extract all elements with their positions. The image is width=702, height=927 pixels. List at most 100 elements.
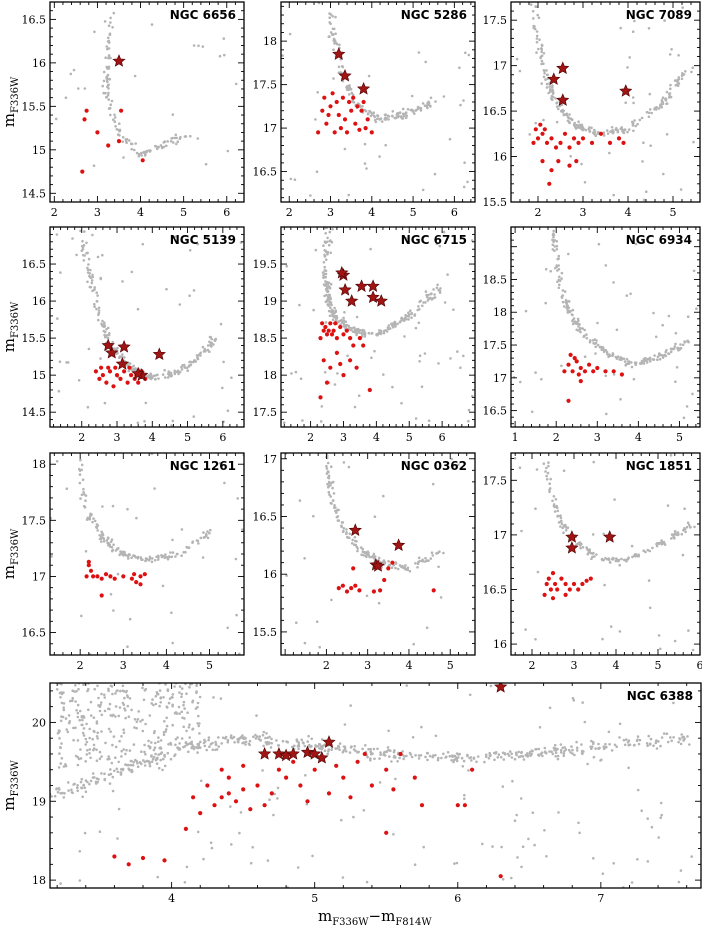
field-star-point [109, 16, 112, 20]
field-star-point [153, 377, 157, 381]
y-tick-label: 18 [32, 458, 46, 471]
star-marker [105, 345, 119, 359]
field-star-point [86, 689, 89, 693]
field-star-point [95, 722, 99, 725]
field-star-point [151, 557, 154, 560]
field-star-point [383, 750, 386, 754]
field-star-point [329, 465, 333, 469]
field-star-point [513, 457, 517, 460]
field-star-point [103, 324, 107, 328]
field-star-point [180, 368, 184, 371]
field-star-point [342, 319, 346, 322]
field-star-point [325, 299, 329, 303]
field-star-point [658, 357, 662, 361]
field-star-point [318, 743, 322, 746]
field-star-point [577, 120, 580, 123]
field-star-point [96, 529, 99, 532]
field-star-point [648, 606, 652, 610]
field-star-point [556, 280, 559, 284]
field-star-point [170, 137, 173, 140]
field-star-point [324, 275, 328, 279]
field-star-point [100, 535, 103, 539]
field-star-point [92, 748, 95, 752]
candidate-point [576, 587, 581, 592]
field-star-point [333, 506, 336, 510]
field-star-point [623, 743, 627, 747]
field-star-point [670, 739, 673, 743]
field-star-point [124, 752, 127, 756]
field-star-point [565, 304, 569, 308]
field-star-point [208, 531, 211, 535]
field-star-point [683, 340, 686, 343]
field-star-point [170, 374, 173, 377]
field-star-point [531, 811, 535, 814]
candidate-point [549, 168, 554, 173]
field-star-point [489, 754, 492, 757]
field-star-point [664, 350, 667, 354]
field-star-point [187, 546, 190, 550]
field-star-point [674, 83, 678, 87]
field-star-point [321, 271, 325, 274]
field-star-point [384, 113, 388, 116]
field-star-point [328, 239, 332, 243]
field-star-point [540, 751, 544, 754]
field-star-point [551, 84, 554, 87]
field-star-point [565, 302, 568, 305]
field-star-point [580, 743, 583, 746]
field-star-point [191, 540, 195, 543]
candidate-point [333, 321, 338, 326]
field-star-point [163, 720, 166, 723]
field-star-point [140, 762, 143, 766]
field-star-point [186, 677, 189, 680]
field-star-point [324, 269, 328, 273]
field-star-point [583, 355, 587, 359]
field-star-point [180, 695, 183, 699]
field-star-point [178, 669, 181, 672]
star-marker [356, 82, 371, 95]
field-star-point [567, 748, 571, 752]
field-star-point [88, 748, 92, 751]
field-star-point [85, 740, 89, 744]
field-star-point [440, 756, 443, 760]
plot-area [55, 229, 243, 427]
field-star-point [325, 464, 328, 468]
y-axis-label-m: m [0, 797, 18, 811]
y-axis-label: mF336W [0, 301, 21, 352]
field-star-point [141, 666, 144, 669]
field-star-point [425, 104, 428, 107]
field-star-point [141, 558, 144, 561]
field-star-point [74, 700, 77, 703]
field-star-point [221, 386, 224, 390]
field-star-point [326, 287, 329, 291]
field-star-point [104, 335, 107, 339]
field-star-point [244, 743, 247, 746]
y-tick-label: 16.5 [22, 627, 47, 640]
field-star-point [601, 872, 605, 875]
field-star-point [429, 96, 433, 100]
y-tick-label: 19.5 [253, 258, 278, 271]
candidate-point [431, 588, 436, 593]
field-star-point [633, 554, 636, 557]
field-star-point [189, 679, 192, 682]
field-star-point [100, 713, 104, 717]
field-star-point [111, 775, 115, 779]
field-star-point [204, 162, 208, 166]
field-star-point [79, 748, 82, 751]
field-star-point [112, 543, 115, 546]
field-star-point [391, 115, 394, 118]
field-star-point [326, 482, 329, 486]
candidate-point [248, 807, 253, 812]
field-star-point [396, 322, 399, 326]
y-tick-label: 16.5 [483, 105, 508, 118]
field-star-point [336, 515, 340, 518]
field-star-point [59, 696, 62, 699]
x-tick-label: 3 [340, 431, 347, 444]
star-marker [338, 68, 352, 82]
field-star-point [365, 555, 368, 559]
field-star-point [489, 684, 493, 688]
field-star-point [378, 117, 382, 121]
field-star-point [325, 283, 329, 286]
candidate-point [572, 356, 577, 361]
field-star-point [144, 687, 148, 691]
field-star-point [166, 751, 170, 755]
